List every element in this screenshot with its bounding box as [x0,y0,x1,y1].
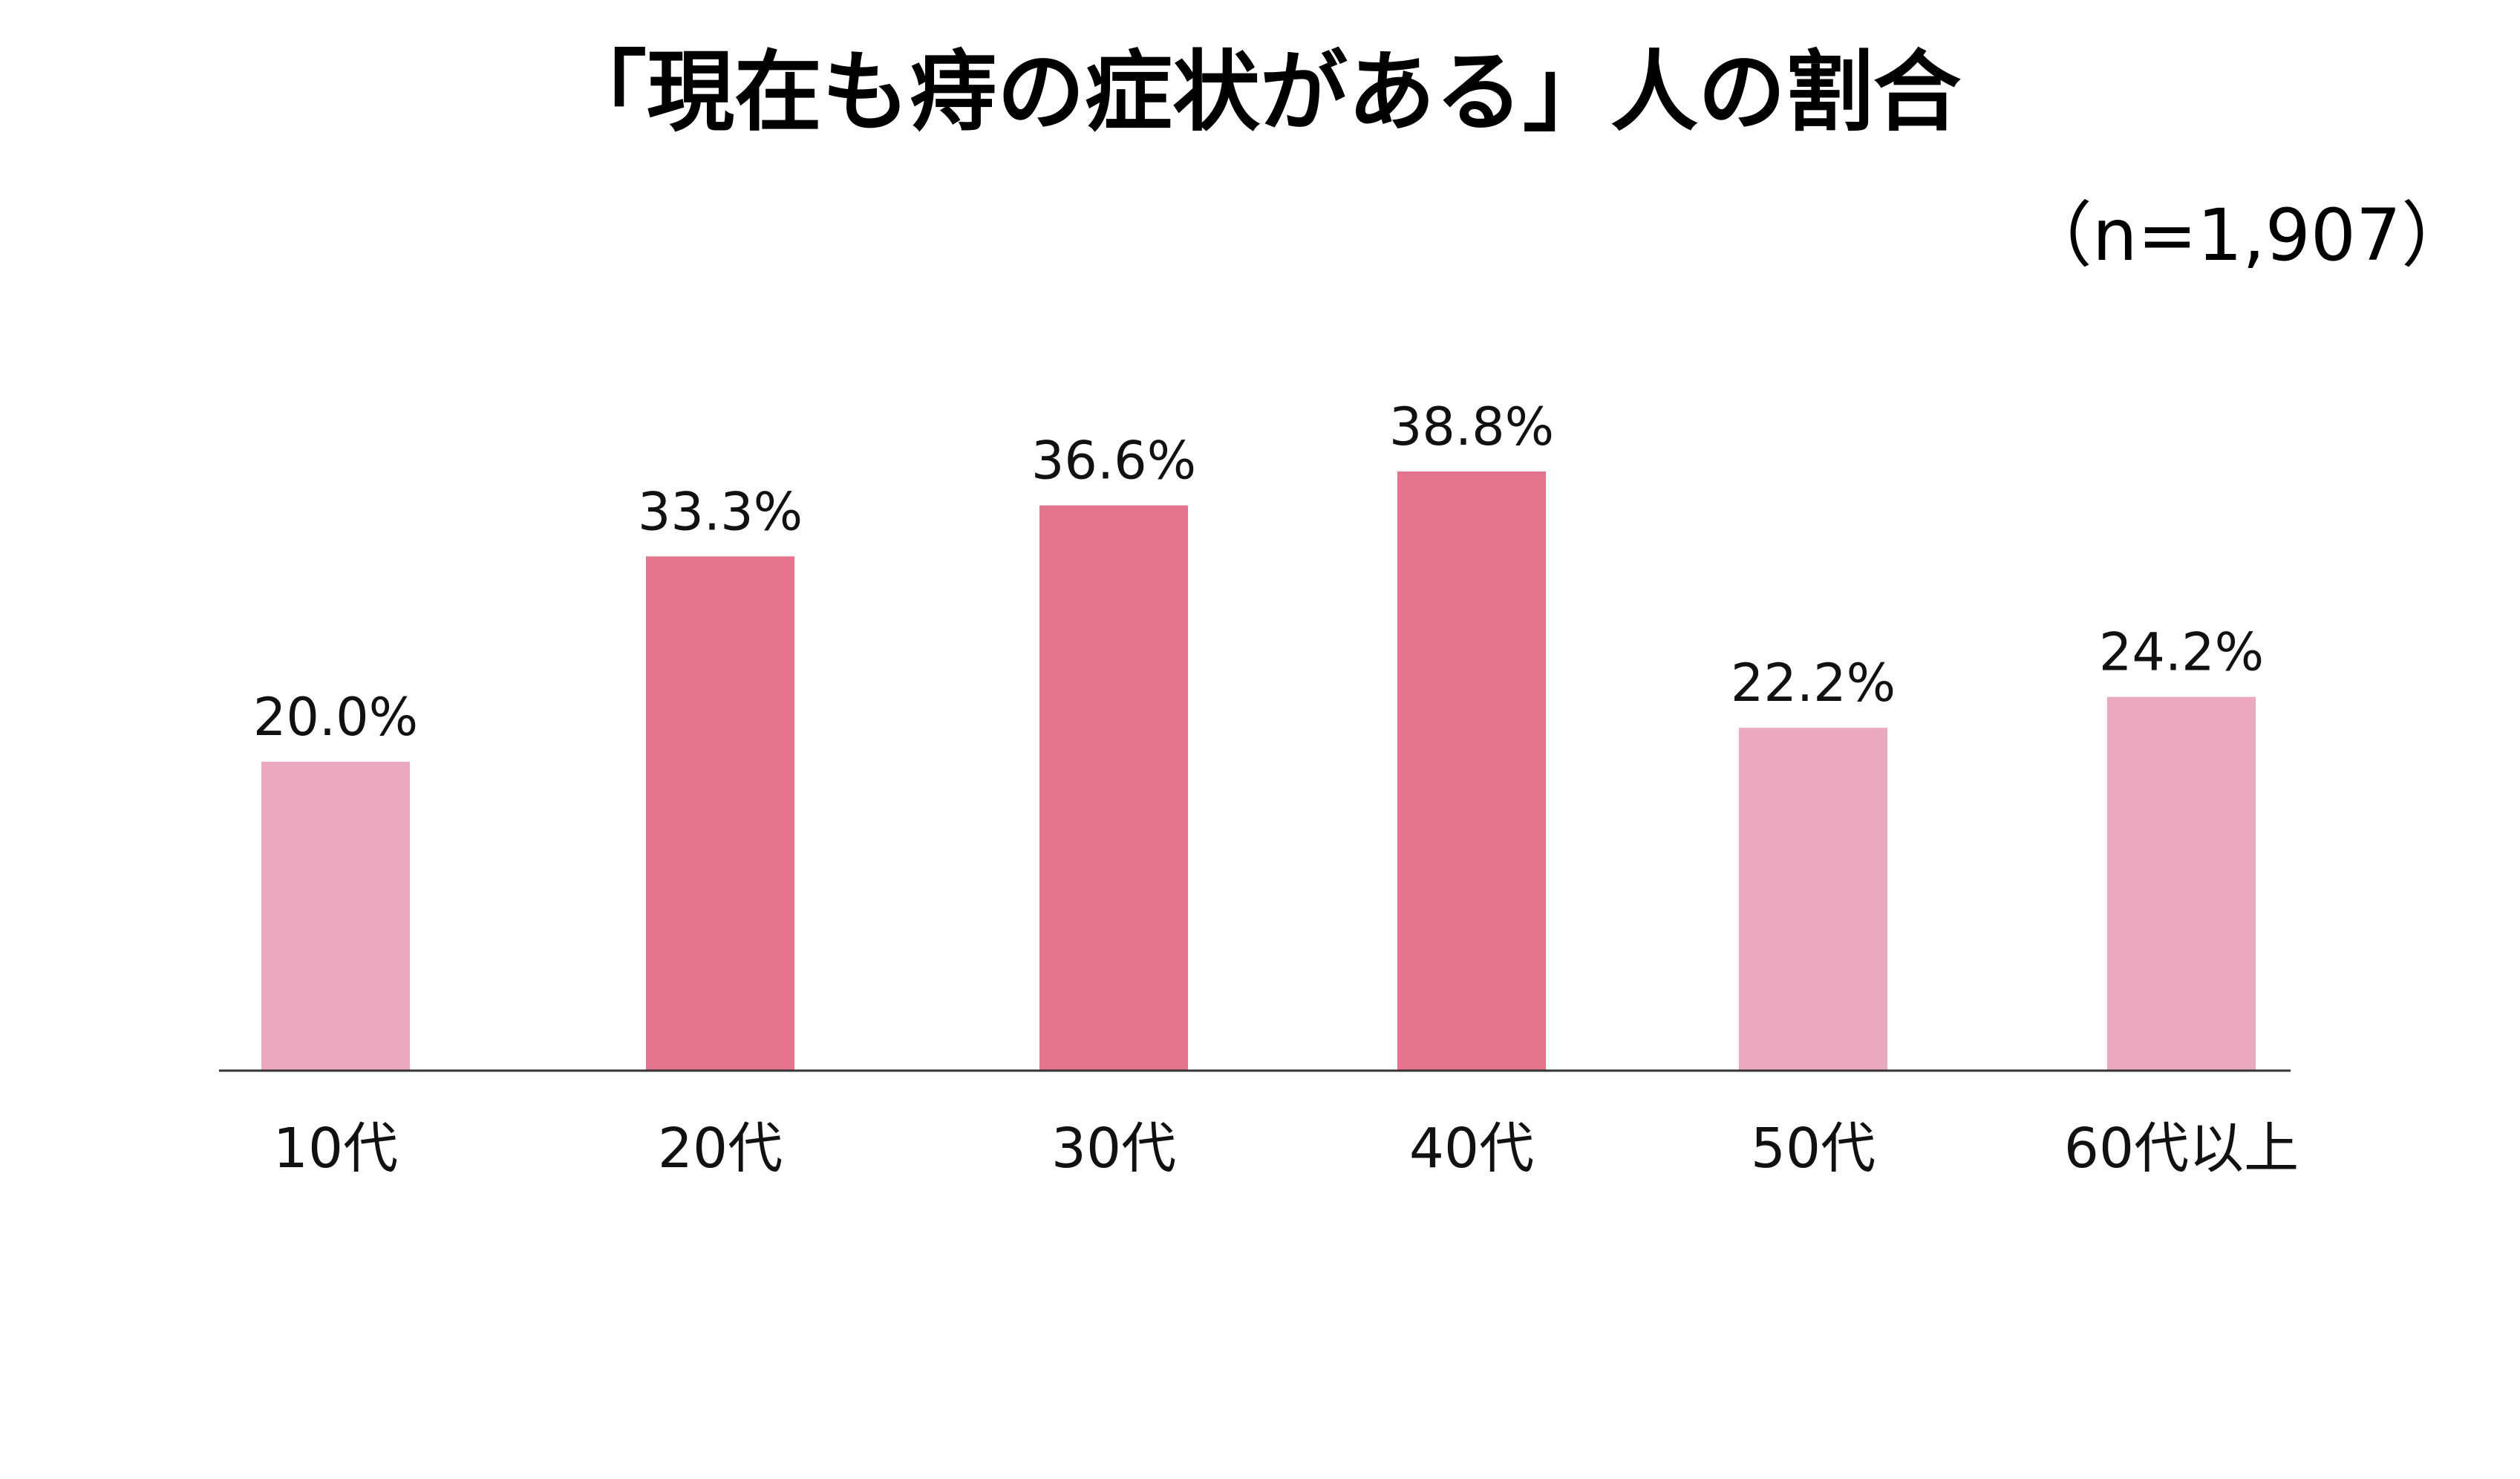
bars-group [261,471,2256,1071]
chart-title: 「現在も痔の症状がある」人の割合 [559,41,1961,143]
bar-2 [646,556,794,1071]
bar-5 [1739,728,1887,1071]
value-label-2: 33.3% [638,481,803,542]
category-label-5: 50代 [1751,1117,1876,1181]
category-label-3: 30代 [1051,1117,1176,1181]
value-label-1: 20.0% [253,687,418,748]
value-label-4: 38.8% [1389,396,1554,457]
category-label-1: 10代 [273,1117,398,1181]
value-label-3: 36.6% [1031,431,1196,492]
value-label-6: 24.2% [2099,622,2264,683]
category-label-2: 20代 [658,1117,783,1181]
category-label-6: 60代以上 [2064,1117,2299,1181]
bar-4 [1397,471,1546,1071]
sample-size-label: （n=1,907） [2021,194,2472,277]
labels-group: 20.0% 10代 33.3% 20代 36.6% 30代 38.8% 40代 22.2% 50代… [253,396,2299,1181]
value-label-5: 22.2% [1731,653,1896,714]
bar-3 [1039,505,1188,1071]
bar-1 [261,762,410,1071]
bar-6 [2107,696,2256,1071]
category-label-4: 40代 [1409,1117,1534,1181]
